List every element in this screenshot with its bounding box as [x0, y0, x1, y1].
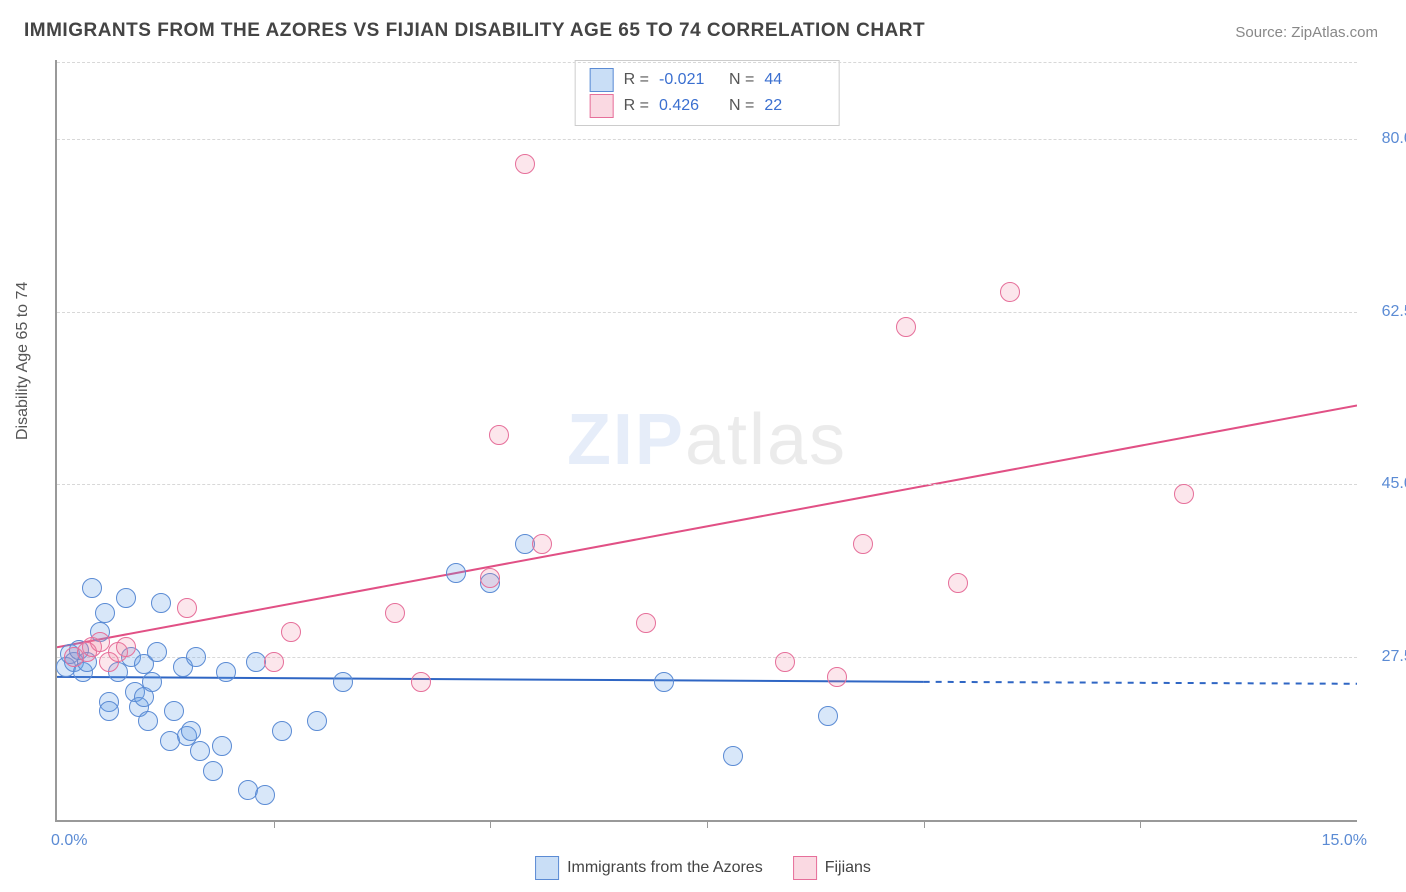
scatter-point-blue [151, 593, 171, 613]
scatter-point-blue [95, 603, 115, 623]
trend-line [57, 677, 924, 682]
scatter-point-pink [775, 652, 795, 672]
scatter-point-blue [116, 588, 136, 608]
scatter-point-blue [190, 741, 210, 761]
scatter-point-blue [654, 672, 674, 692]
scatter-point-blue [272, 721, 292, 741]
scatter-point-blue [181, 721, 201, 741]
chart-title: IMMIGRANTS FROM THE AZORES VS FIJIAN DIS… [24, 20, 925, 42]
gridline [57, 312, 1357, 313]
x-tick-mark [274, 820, 275, 828]
source-attribution: Source: ZipAtlas.com [1235, 24, 1378, 41]
trend-line [924, 682, 1357, 684]
y-axis-label: Disability Age 65 to 74 [14, 282, 32, 440]
scatter-point-pink [948, 573, 968, 593]
scatter-point-pink [281, 622, 301, 642]
x-tick-max: 15.0% [1322, 832, 1367, 850]
scatter-point-blue [216, 662, 236, 682]
scatter-point-pink [385, 603, 405, 623]
scatter-point-pink [489, 425, 509, 445]
scatter-point-blue [333, 672, 353, 692]
scatter-point-blue [307, 711, 327, 731]
scatter-point-pink [1000, 282, 1020, 302]
scatter-point-blue [164, 701, 184, 721]
scatter-point-blue [147, 642, 167, 662]
scatter-point-blue [446, 563, 466, 583]
scatter-point-pink [827, 667, 847, 687]
scatter-point-blue [255, 785, 275, 805]
legend-series: Immigrants from the Azores Fijians [535, 856, 871, 880]
watermark: ZIPatlas [567, 399, 847, 481]
trend-lines [57, 60, 1357, 820]
scatter-point-pink [411, 672, 431, 692]
scatter-point-pink [264, 652, 284, 672]
legend-stats-row-1: R = 0.426 N = 22 [590, 93, 825, 119]
scatter-point-pink [116, 637, 136, 657]
scatter-point-pink [480, 568, 500, 588]
scatter-point-blue [99, 701, 119, 721]
n-value: 44 [764, 67, 824, 93]
legend-swatch-blue [535, 856, 559, 880]
watermark-zip: ZIP [567, 400, 685, 480]
y-tick-label: 45.0% [1367, 475, 1406, 493]
watermark-atlas: atlas [685, 400, 847, 480]
x-tick-min: 0.0% [51, 832, 87, 850]
gridline [57, 484, 1357, 485]
scatter-point-pink [515, 154, 535, 174]
legend-label: Fijians [825, 859, 871, 877]
scatter-point-pink [896, 317, 916, 337]
scatter-point-pink [177, 598, 197, 618]
scatter-point-pink [636, 613, 656, 633]
source-label: Source: [1235, 24, 1287, 41]
n-value: 22 [764, 93, 824, 119]
r-label: R = [624, 93, 649, 119]
legend-item-blue: Immigrants from the Azores [535, 856, 763, 880]
x-tick-mark [490, 820, 491, 828]
scatter-point-blue [203, 761, 223, 781]
r-label: R = [624, 67, 649, 93]
scatter-point-blue [142, 672, 162, 692]
r-value: 0.426 [659, 93, 719, 119]
y-tick-label: 27.5% [1367, 648, 1406, 666]
scatter-point-blue [82, 578, 102, 598]
x-tick-mark [924, 820, 925, 828]
legend-label: Immigrants from the Azores [567, 859, 763, 877]
legend-swatch-pink [590, 94, 614, 118]
n-label: N = [729, 93, 754, 119]
y-tick-label: 80.0% [1367, 130, 1406, 148]
scatter-point-blue [186, 647, 206, 667]
legend-item-pink: Fijians [793, 856, 871, 880]
trend-line [57, 405, 1357, 647]
scatter-point-pink [853, 534, 873, 554]
scatter-point-blue [212, 736, 232, 756]
legend-swatch-blue [590, 68, 614, 92]
legend-swatch-pink [793, 856, 817, 880]
scatter-point-pink [1174, 484, 1194, 504]
plot-area: ZIPatlas 0.0% 15.0% R = -0.021 N = 44 R … [55, 60, 1357, 822]
legend-stats-row-0: R = -0.021 N = 44 [590, 67, 825, 93]
legend-stats: R = -0.021 N = 44 R = 0.426 N = 22 [575, 60, 840, 126]
scatter-point-blue [818, 706, 838, 726]
n-label: N = [729, 67, 754, 93]
scatter-point-pink [532, 534, 552, 554]
x-tick-mark [707, 820, 708, 828]
source-name: ZipAtlas.com [1291, 24, 1378, 41]
r-value: -0.021 [659, 67, 719, 93]
scatter-point-blue [723, 746, 743, 766]
x-tick-mark [1140, 820, 1141, 828]
gridline [57, 139, 1357, 140]
y-tick-label: 62.5% [1367, 303, 1406, 321]
gridline-top [57, 62, 1357, 63]
scatter-point-blue [138, 711, 158, 731]
